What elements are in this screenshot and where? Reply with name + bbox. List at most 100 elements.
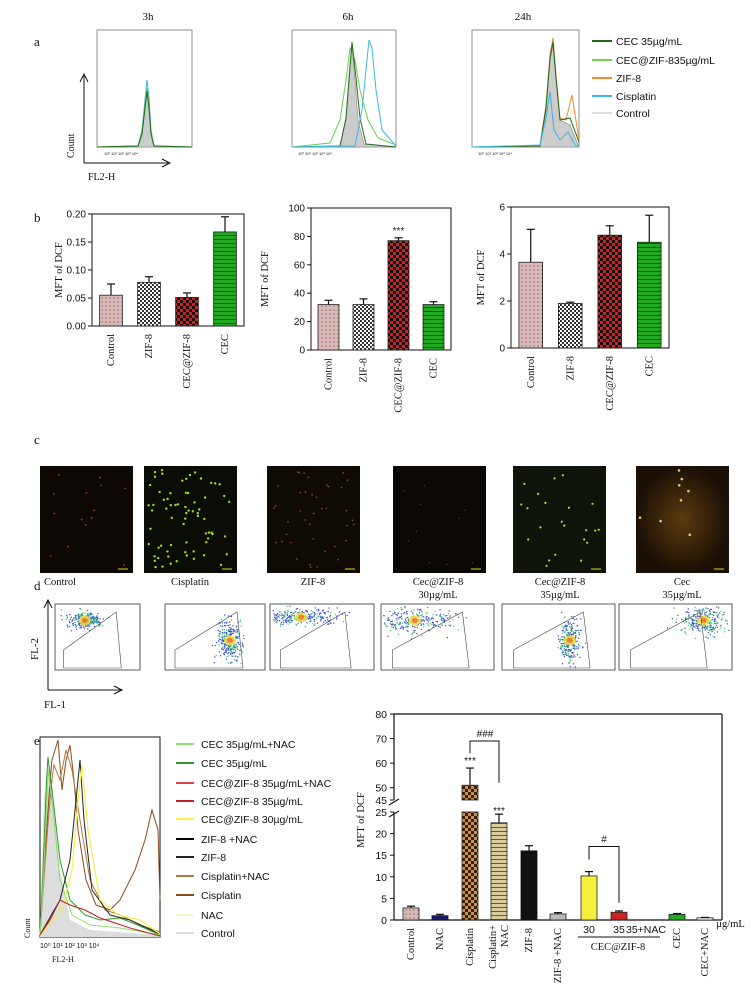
caption-cec-zif8-a: Cec@ZIF-8: [413, 577, 464, 588]
x-tick-label: ZIF-8: [524, 928, 535, 953]
x-tick-label: Control: [106, 334, 117, 366]
bar: [213, 231, 237, 327]
y-tick-label: 25: [375, 807, 387, 819]
panel-a: 3h 6h 24h Count FL2-H 10⁰ 10¹ 10² 10³ 10…: [66, 11, 715, 183]
y-tick-label: 60: [375, 758, 387, 770]
bar-chart-6h: 0 20 40 60 80 100 MFT of DCF Control ZIF-8 CEC@ZI…: [260, 204, 452, 413]
bar: [558, 302, 583, 349]
x-tick-label: CEC@ZIF-8: [394, 358, 405, 413]
panel-e-legend: CEC 35µg/mL+NAC CEC 35µg/mL CEC@ZIF-8 35µg…: [176, 739, 332, 940]
scatter-plot: [164, 603, 266, 671]
bar: [637, 241, 662, 349]
significance-label: #: [601, 835, 607, 846]
bar: [668, 913, 686, 921]
y-tick-label: 20: [294, 317, 306, 328]
bar: [137, 281, 161, 327]
svg-text:10⁰ 10¹ 10² 10³ 10⁴: 10⁰ 10¹ 10² 10³ 10⁴: [40, 942, 100, 950]
legend-item: CEC@ZIF-8 35µg/mL: [176, 796, 303, 808]
scatter-plot: [501, 603, 616, 671]
y-tick-label: 100: [288, 204, 305, 215]
y-axis-label: MFT of DCF: [54, 242, 65, 298]
x-tick-label: CEC: [644, 356, 655, 376]
bar-chart-24h: 0 2 4 6 MFT of DCF Control ZIF-8 CEC@ZIF-8 CEC: [476, 203, 670, 411]
bar: [490, 822, 508, 921]
panel-e-x-label: FL2-H: [52, 955, 74, 964]
y-tick-label: 80: [294, 232, 306, 243]
y-tick-label: 0.10: [67, 266, 87, 277]
caption-cec: Cec: [674, 577, 691, 588]
y-tick-label: 0.20: [67, 210, 87, 221]
svg-text:CEC 35µg/mL: CEC 35µg/mL: [616, 36, 682, 48]
histogram-6h: 10⁰ 10¹ 10² 10³ 10⁴: [291, 29, 397, 156]
panel-letter-b: b: [34, 210, 41, 225]
significance-label: ***: [393, 226, 405, 237]
caption-control: Control: [44, 577, 76, 588]
y-tick-label: 0: [499, 344, 505, 355]
svg-text:ZIF-8 +NAC: ZIF-8 +NAC: [201, 834, 258, 846]
legend-item-cec-35: CEC 35µg/mL: [592, 36, 682, 48]
legend-item-cec-zif8-35: CEC@ZIF-835µg/mL: [592, 55, 715, 67]
bar: [422, 304, 445, 351]
svg-text:CEC@ZIF-835µg/mL: CEC@ZIF-835µg/mL: [616, 55, 715, 67]
y-tick-label: 60: [294, 260, 306, 271]
bar: [175, 297, 199, 327]
legend-item: ZIF-8 +NAC: [176, 834, 258, 846]
legend-item-control: Control: [592, 108, 650, 120]
y-axis-label: MFT of DCF: [356, 792, 367, 848]
x-tick-label: ZIF-8: [359, 358, 370, 383]
legend-item: CEC 35µg/mL+NAC: [176, 739, 296, 751]
y-tick-label: 2: [499, 297, 505, 308]
histogram-24h: 10⁰ 10¹ 10² 10³ 10⁴: [471, 29, 580, 156]
svg-text:Control: Control: [201, 928, 235, 940]
x-tick-label: 35: [613, 924, 625, 936]
bar-chart-3h: 0.00 0.05 0.10 0.15 0.20 MFT of DCF Control ZIF…: [54, 210, 245, 389]
bar: [520, 850, 538, 921]
time-label-6h: 6h: [343, 11, 355, 23]
y-tick-label: 50: [375, 783, 387, 795]
x-tick-label: Control: [324, 358, 335, 390]
bar: [549, 913, 567, 921]
legend-item: Cisplatin+NAC: [176, 871, 270, 883]
panel-a-x-label: FL2-H: [88, 172, 115, 183]
y-tick-label: 0: [299, 346, 305, 357]
bar: [597, 234, 623, 349]
panel-d: FL-2 FL-1: [29, 598, 733, 711]
x-tick-label: Control: [526, 356, 537, 388]
panel-c: Control Cisplatin ZIF-8 Cec@ZIF-8 30µg/m…: [40, 466, 729, 601]
svg-text:CEC 35µg/mL+NAC: CEC 35µg/mL+NAC: [201, 739, 296, 751]
time-label-24h: 24h: [515, 11, 532, 23]
y-tick-label: 6: [499, 203, 505, 214]
y-tick-label: 20: [375, 829, 387, 841]
scatter-plot: [54, 603, 141, 671]
legend-item: CEC@ZIF-8 35µg/mL+NAC: [176, 778, 332, 790]
x-tick-label: Cisplatin+: [488, 925, 499, 969]
x-tick-label: CEC: [429, 358, 440, 378]
legend-item: NAC: [176, 910, 224, 922]
caption-zif8: ZIF-8: [301, 577, 326, 588]
y-tick-label: 45: [375, 795, 387, 807]
legend-item: Cisplatin: [176, 890, 241, 902]
svg-text:Cisplatin: Cisplatin: [616, 91, 656, 103]
subcaption-30: 30µg/mL: [418, 590, 457, 601]
panel-d-x-label: FL-1: [44, 699, 66, 711]
significance-label: ***: [464, 756, 476, 767]
x-tick-label: 35+NAC: [626, 924, 666, 936]
x-tick-label: ZIF-8 +NAC: [553, 928, 564, 983]
bar: [580, 875, 598, 921]
svg-text:ZIF-8: ZIF-8: [201, 852, 226, 864]
x-tick-label: ZIF-8: [565, 356, 576, 381]
bar: [402, 907, 420, 921]
svg-text:CEC@ZIF-8 30µg/mL: CEC@ZIF-8 30µg/mL: [201, 814, 303, 826]
legend-item: CEC@ZIF-8 30µg/mL: [176, 814, 303, 826]
bar: [352, 304, 375, 351]
y-tick-label: 5: [381, 893, 387, 905]
panel-letter-a: a: [34, 34, 40, 49]
y-tick-label: 0: [381, 915, 387, 927]
y-tick-label: 15: [375, 850, 387, 862]
legend-item: Control: [176, 928, 235, 940]
y-axis-label: MFT of DCF: [476, 249, 487, 305]
micrograph-control: [40, 466, 133, 573]
legend-item-zif8: ZIF-8: [592, 73, 641, 85]
